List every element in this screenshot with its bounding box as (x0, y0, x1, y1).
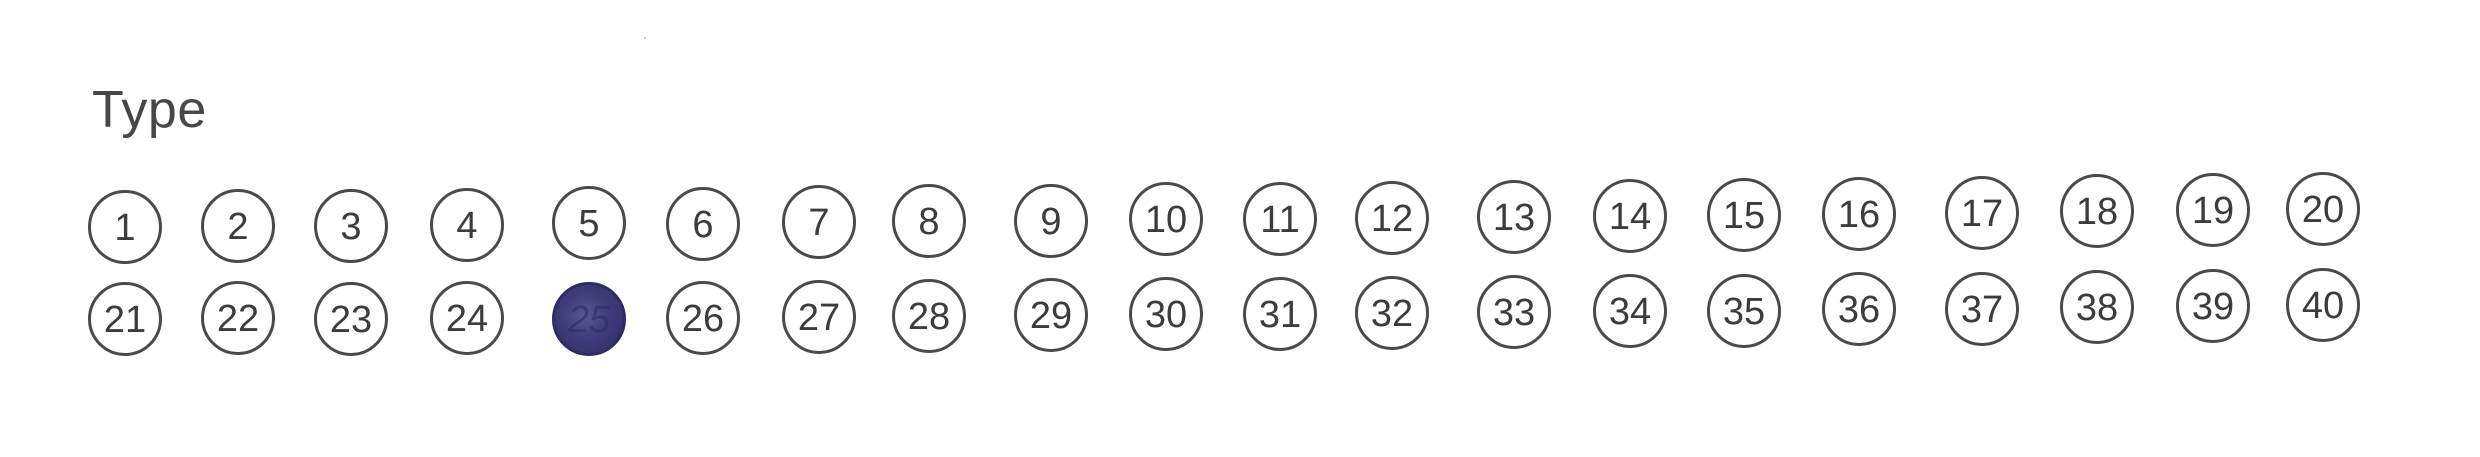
answer-bubble-11[interactable]: 11 (1243, 182, 1317, 256)
answer-bubble-6[interactable]: 6 (666, 187, 740, 261)
answer-bubble-37[interactable]: 37 (1945, 272, 2019, 346)
answer-bubble-29[interactable]: 29 (1014, 278, 1088, 352)
bubble-number: 9 (1040, 201, 1062, 243)
answer-bubble-21[interactable]: 21 (88, 282, 162, 356)
answer-bubble-10[interactable]: 10 (1129, 182, 1203, 256)
answer-bubble-26[interactable]: 26 (666, 281, 740, 355)
bubble-number: 24 (445, 298, 489, 340)
answer-bubble-31[interactable]: 31 (1243, 277, 1317, 351)
answer-bubble-28[interactable]: 28 (892, 279, 966, 353)
answer-bubble-25[interactable]: 25 (552, 282, 626, 356)
bubble-number: 37 (1960, 289, 2004, 331)
answer-bubble-22[interactable]: 22 (201, 281, 275, 355)
bubble-number: 26 (681, 298, 725, 340)
bubble-number: 5 (578, 203, 600, 245)
answer-bubble-3[interactable]: 3 (314, 189, 388, 263)
answer-bubble-24[interactable]: 24 (430, 281, 504, 355)
bubble-number: 36 (1837, 289, 1881, 331)
answer-bubble-38[interactable]: 38 (2060, 270, 2134, 344)
answer-bubble-18[interactable]: 18 (2060, 174, 2134, 248)
bubble-number: 4 (456, 205, 478, 247)
bubble-number: 6 (692, 204, 714, 246)
bubble-number: 19 (2191, 190, 2235, 232)
bubble-number: 3 (340, 206, 362, 248)
section-title: Type (92, 81, 207, 139)
bubble-number: 17 (1960, 193, 2004, 235)
bubble-number: 40 (2301, 285, 2345, 327)
answer-bubble-33[interactable]: 33 (1477, 275, 1551, 349)
answer-bubble-40[interactable]: 40 (2286, 268, 2360, 342)
answer-bubble-20[interactable]: 20 (2286, 172, 2360, 246)
answer-bubble-30[interactable]: 30 (1129, 277, 1203, 351)
bubble-number: 35 (1722, 291, 1766, 333)
bubble-number: 39 (2191, 286, 2235, 328)
answer-bubble-5[interactable]: 5 (552, 186, 626, 260)
bubble-number: 22 (216, 298, 260, 340)
bubble-number: 18 (2075, 191, 2119, 233)
bubble-number: 10 (1144, 199, 1188, 241)
bubble-number: 31 (1258, 294, 1302, 336)
bubble-number: 34 (1608, 291, 1652, 333)
bubble-number: 27 (797, 297, 841, 339)
bubble-number: 13 (1492, 197, 1536, 239)
answer-bubble-1[interactable]: 1 (88, 190, 162, 264)
answer-bubble-23[interactable]: 23 (314, 282, 388, 356)
answer-bubble-32[interactable]: 32 (1355, 276, 1429, 350)
bubble-number: 32 (1370, 293, 1414, 335)
bubble-number: 23 (329, 299, 373, 341)
answer-bubble-27[interactable]: 27 (782, 280, 856, 354)
answer-bubble-17[interactable]: 17 (1945, 176, 2019, 250)
bubble-number: 11 (1260, 199, 1300, 241)
bubble-number: 12 (1370, 198, 1414, 240)
answer-bubble-9[interactable]: 9 (1014, 184, 1088, 258)
paper-speck (644, 37, 646, 39)
bubble-number: 29 (1029, 295, 1073, 337)
bubble-number: 20 (2301, 189, 2345, 231)
answer-bubble-14[interactable]: 14 (1593, 179, 1667, 253)
answer-bubble-8[interactable]: 8 (892, 184, 966, 258)
answer-bubble-2[interactable]: 2 (201, 189, 275, 263)
answer-bubble-36[interactable]: 36 (1822, 272, 1896, 346)
bubble-number: 14 (1608, 196, 1652, 238)
answer-bubble-7[interactable]: 7 (782, 185, 856, 259)
answer-bubble-15[interactable]: 15 (1707, 178, 1781, 252)
bubble-number: 28 (907, 296, 951, 338)
bubble-number: 30 (1144, 294, 1188, 336)
answer-bubble-34[interactable]: 34 (1593, 274, 1667, 348)
bubble-number: 25 (567, 299, 611, 341)
answer-bubble-4[interactable]: 4 (430, 188, 504, 262)
bubble-number: 38 (2075, 287, 2119, 329)
bubble-number: 2 (227, 206, 249, 248)
bubble-number: 33 (1492, 292, 1536, 334)
answer-bubble-12[interactable]: 12 (1355, 181, 1429, 255)
answer-bubble-19[interactable]: 19 (2176, 173, 2250, 247)
answer-bubble-13[interactable]: 13 (1477, 180, 1551, 254)
bubble-number: 21 (103, 299, 147, 341)
bubble-number: 7 (808, 202, 830, 244)
answer-bubble-16[interactable]: 16 (1822, 177, 1896, 251)
answer-bubble-35[interactable]: 35 (1707, 274, 1781, 348)
bubble-number: 15 (1722, 195, 1766, 237)
bubble-number: 16 (1837, 194, 1881, 236)
answer-bubble-39[interactable]: 39 (2176, 269, 2250, 343)
bubble-number: 8 (918, 201, 940, 243)
bubble-number: 1 (114, 207, 136, 249)
